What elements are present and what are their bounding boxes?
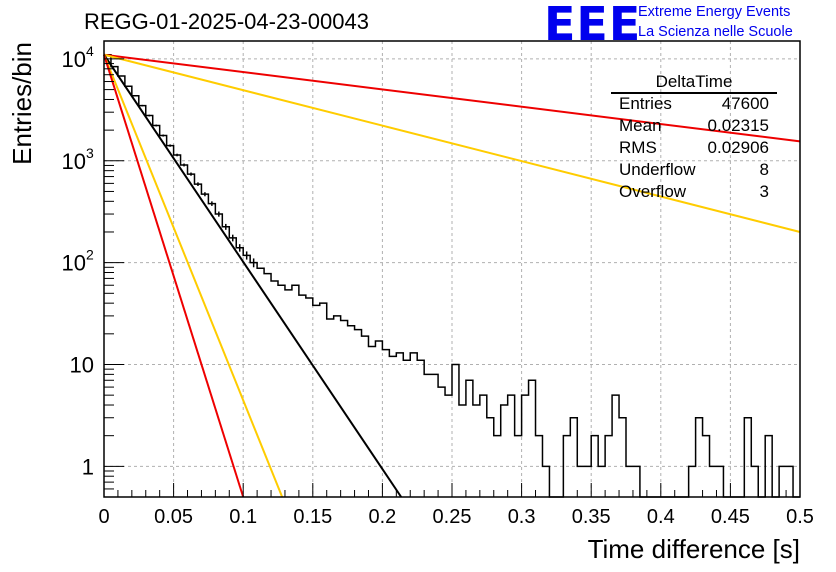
y-tick-label: 10 4 bbox=[62, 43, 94, 72]
x-tick-label: 0.25 bbox=[433, 506, 472, 528]
grid-lines bbox=[104, 41, 800, 497]
y-tick-label-exp: 2 bbox=[86, 247, 94, 263]
x-tick-label: 0 bbox=[98, 506, 109, 528]
stats-label: Entries bbox=[619, 94, 672, 113]
stats-value: 47600 bbox=[721, 94, 769, 113]
y-tick-label-base: 10 bbox=[70, 352, 94, 377]
fit-line bbox=[103, 53, 801, 233]
x-tick-label: 0.5 bbox=[786, 506, 814, 528]
axis-ticks bbox=[103, 58, 801, 498]
x-tick-labels: 0 0.05 0.1 0.15 0.2 0.25 0.3 0.35 0.4 0.45 0.5 bbox=[98, 506, 813, 528]
stats-label: Overflow bbox=[619, 182, 687, 201]
x-tick-label: 0.45 bbox=[711, 506, 750, 528]
y-tick-label-base: 10 bbox=[62, 47, 86, 72]
y-axis-label: Entries/bin bbox=[7, 42, 37, 165]
chart-title: REGG-01-2025-04-23-00043 bbox=[84, 9, 369, 34]
y-tick-label-exp: 3 bbox=[86, 145, 94, 161]
y-tick-label: 10 3 bbox=[62, 145, 94, 174]
stats-value: 8 bbox=[759, 160, 769, 179]
stats-value: 3 bbox=[759, 182, 769, 201]
y-tick-label: 10 bbox=[70, 352, 94, 377]
logo-line-2: La Scienza nelle Scuole bbox=[638, 24, 793, 40]
stats-label: Underflow bbox=[619, 160, 696, 179]
x-tick-label: 0.35 bbox=[572, 506, 611, 528]
x-axis-label: Time difference [s] bbox=[588, 534, 800, 564]
stats-title: DeltaTime bbox=[611, 72, 777, 94]
y-tick-label-exp: 4 bbox=[86, 43, 94, 59]
x-tick-label: 0.15 bbox=[293, 506, 332, 528]
x-tick-label: 0.05 bbox=[154, 506, 193, 528]
fit-line bbox=[103, 54, 284, 498]
stats-value: 0.02315 bbox=[707, 116, 769, 135]
x-tick-label: 0.3 bbox=[508, 506, 536, 528]
y-tick-label-base: 1 bbox=[82, 454, 94, 479]
logo-line-1: Extreme Energy Events bbox=[638, 4, 791, 20]
fit-lines bbox=[103, 53, 801, 498]
y-tick-label: 10 2 bbox=[62, 247, 94, 276]
y-tick-label-base: 10 bbox=[62, 149, 86, 174]
eee-logo: EEE bbox=[544, 0, 642, 51]
stats-label: Mean bbox=[619, 116, 662, 135]
y-tick-label: 1 bbox=[82, 454, 94, 479]
stats-label: RMS bbox=[619, 138, 657, 157]
x-tick-label: 0.2 bbox=[368, 506, 396, 528]
stats-value: 0.02906 bbox=[707, 138, 769, 157]
x-tick-label: 0.4 bbox=[647, 506, 675, 528]
fit-line bbox=[103, 54, 245, 498]
x-tick-label: 0.1 bbox=[229, 506, 257, 528]
y-tick-label-base: 10 bbox=[62, 251, 86, 276]
fit-line bbox=[103, 54, 403, 498]
fit-line bbox=[103, 53, 801, 143]
